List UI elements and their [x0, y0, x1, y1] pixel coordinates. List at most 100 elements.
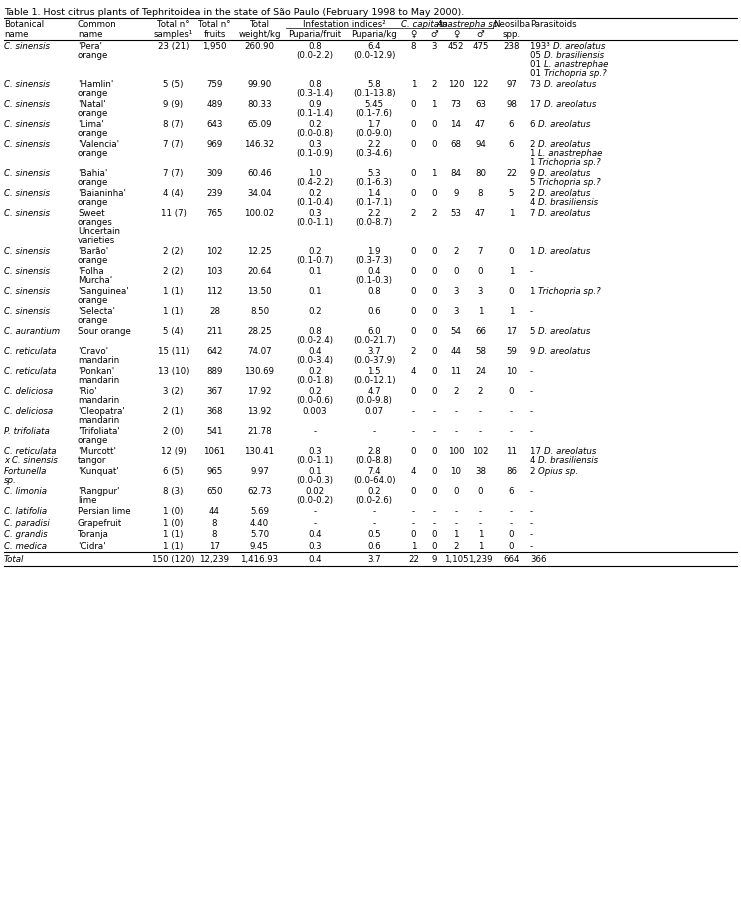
Text: 0: 0 — [431, 542, 436, 551]
Text: -: - — [510, 407, 513, 416]
Text: 17.92: 17.92 — [247, 387, 272, 396]
Text: 0.1: 0.1 — [308, 287, 322, 296]
Text: 2: 2 — [530, 140, 538, 149]
Text: Sour orange: Sour orange — [78, 327, 131, 336]
Text: orange: orange — [78, 51, 108, 60]
Text: 68: 68 — [451, 140, 462, 149]
Text: 73: 73 — [530, 80, 544, 89]
Text: L. anastrephae: L. anastrephae — [544, 60, 608, 69]
Text: 1 (0): 1 (0) — [163, 519, 184, 528]
Text: (0.0-12.9): (0.0-12.9) — [353, 51, 395, 60]
Text: 01: 01 — [530, 60, 544, 69]
Text: 47: 47 — [475, 120, 486, 129]
Text: 38: 38 — [475, 467, 486, 476]
Text: 0: 0 — [431, 267, 436, 276]
Text: 3: 3 — [453, 287, 459, 296]
Text: C. sinensis: C. sinensis — [4, 189, 50, 198]
Text: (0.0-64.0): (0.0-64.0) — [353, 476, 395, 485]
Text: D. areolatus: D. areolatus — [538, 247, 591, 256]
Text: -: - — [530, 307, 533, 316]
Text: -: - — [530, 367, 533, 376]
Text: 1: 1 — [431, 100, 436, 109]
Text: 2: 2 — [411, 209, 416, 218]
Text: 475: 475 — [472, 42, 489, 51]
Text: D. areolatus: D. areolatus — [538, 347, 591, 356]
Text: 0: 0 — [431, 120, 436, 129]
Text: (0.1-0.9): (0.1-0.9) — [296, 149, 333, 158]
Text: 2: 2 — [431, 80, 436, 89]
Text: 22: 22 — [408, 555, 419, 564]
Text: L. anastrephae: L. anastrephae — [538, 149, 602, 158]
Text: C. limonia: C. limonia — [4, 487, 47, 496]
Text: 103: 103 — [206, 267, 223, 276]
Text: 0: 0 — [411, 267, 416, 276]
Text: C. sinensis: C. sinensis — [4, 307, 50, 316]
Text: 0.8: 0.8 — [368, 287, 381, 296]
Text: 0: 0 — [431, 307, 436, 316]
Text: 0: 0 — [509, 530, 514, 539]
Text: 44: 44 — [451, 347, 462, 356]
Text: -: - — [454, 407, 457, 416]
Text: (0.0-21.7): (0.0-21.7) — [353, 336, 395, 345]
Text: 'Selecta': 'Selecta' — [78, 307, 115, 316]
Text: 'Kunquat': 'Kunquat' — [78, 467, 119, 476]
Text: 0: 0 — [509, 247, 514, 256]
Text: 5: 5 — [509, 189, 514, 198]
Text: -: - — [530, 487, 533, 496]
Text: 8 (3): 8 (3) — [163, 487, 184, 496]
Text: 6 (5): 6 (5) — [163, 467, 184, 476]
Text: 2.2: 2.2 — [368, 209, 381, 218]
Text: 0: 0 — [431, 467, 436, 476]
Text: 28: 28 — [209, 307, 220, 316]
Text: D. areolatus: D. areolatus — [544, 447, 596, 456]
Text: 20.64: 20.64 — [247, 267, 272, 276]
Text: Trichopria sp.?: Trichopria sp.? — [538, 287, 601, 296]
Text: 366: 366 — [530, 555, 547, 564]
Text: 9: 9 — [530, 169, 538, 178]
Text: 11: 11 — [506, 447, 517, 456]
Text: 'Cravo': 'Cravo' — [78, 347, 108, 356]
Text: 0: 0 — [411, 169, 416, 178]
Text: 0: 0 — [478, 267, 483, 276]
Text: 100: 100 — [448, 447, 465, 456]
Text: 1: 1 — [411, 80, 416, 89]
Text: 0: 0 — [411, 387, 416, 396]
Text: oranges: oranges — [78, 218, 113, 227]
Text: 0: 0 — [478, 487, 483, 496]
Text: -: - — [433, 407, 436, 416]
Text: -: - — [454, 427, 457, 436]
Text: (0.1-13.8): (0.1-13.8) — [353, 89, 395, 98]
Text: 0.6: 0.6 — [368, 542, 381, 551]
Text: 94: 94 — [475, 140, 486, 149]
Text: (0.0-12.1): (0.0-12.1) — [353, 376, 395, 385]
Text: 0.4: 0.4 — [308, 530, 322, 539]
Text: (0.0-9.0): (0.0-9.0) — [356, 129, 393, 138]
Text: 86: 86 — [506, 467, 517, 476]
Text: 120: 120 — [448, 80, 465, 89]
Text: 0: 0 — [431, 189, 436, 198]
Text: 4: 4 — [530, 198, 538, 207]
Text: 0: 0 — [411, 100, 416, 109]
Text: orange: orange — [78, 316, 108, 325]
Text: 8: 8 — [212, 519, 217, 528]
Text: 'Valencia': 'Valencia' — [78, 140, 119, 149]
Text: -: - — [530, 427, 533, 436]
Text: (0.3-4.6): (0.3-4.6) — [356, 149, 393, 158]
Text: (0.0-1.1): (0.0-1.1) — [296, 456, 333, 465]
Text: 1 (0): 1 (0) — [163, 507, 184, 516]
Text: 211: 211 — [206, 327, 223, 336]
Text: 'Natal': 'Natal' — [78, 100, 106, 109]
Text: 11 (7): 11 (7) — [161, 209, 187, 218]
Text: 0.4: 0.4 — [308, 347, 322, 356]
Text: (0.0-2.4): (0.0-2.4) — [296, 336, 333, 345]
Text: C. paradisi: C. paradisi — [4, 519, 50, 528]
Text: Trichopria sp.?: Trichopria sp.? — [544, 69, 606, 78]
Text: ♀: ♀ — [411, 30, 416, 39]
Text: 1,416.93: 1,416.93 — [240, 555, 279, 564]
Text: 102: 102 — [206, 247, 223, 256]
Text: 44: 44 — [209, 507, 220, 516]
Text: D. areolatus: D. areolatus — [538, 327, 591, 336]
Text: D. areolatus: D. areolatus — [538, 209, 591, 218]
Text: 59: 59 — [506, 347, 517, 356]
Text: 759: 759 — [206, 80, 223, 89]
